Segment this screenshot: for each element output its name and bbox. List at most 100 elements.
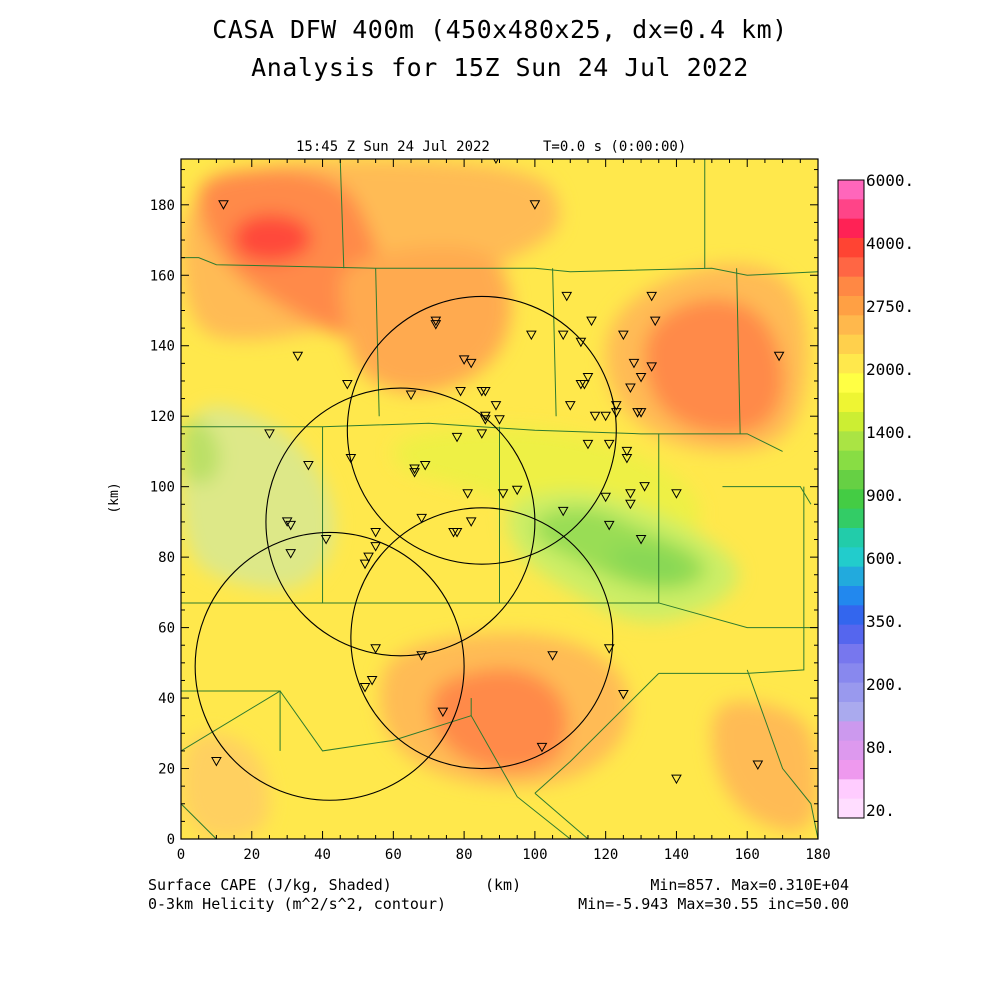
colorbar-label-10: 20. <box>866 801 895 820</box>
county-boundary-11 <box>722 486 812 505</box>
colorbar-swatch-28 <box>838 721 864 742</box>
colorbar-label-4: 1400. <box>866 423 914 442</box>
helicity-contour-3 <box>194 531 465 801</box>
station-marker-41 <box>646 291 658 302</box>
county-boundary-0 <box>181 257 818 276</box>
x-tick-label-7: 140 <box>664 847 689 863</box>
station-marker-55 <box>497 489 509 499</box>
colorbar-swatch-8 <box>838 334 864 355</box>
axes-layer: 0 20 40 60 80 100 120 140 160 180 0 20 40 60 80 100 120 1… <box>150 159 831 863</box>
x-tick-label-1: 20 <box>243 847 260 863</box>
station-marker-30 <box>625 383 636 394</box>
cape-region-11 <box>608 545 688 583</box>
colorbar-swatch-5 <box>838 276 864 297</box>
station-marker-61 <box>621 453 633 464</box>
helicity-contour-0 <box>346 295 617 565</box>
station-marker-0 <box>218 200 229 210</box>
station-marker-9 <box>465 358 477 369</box>
colorbar-swatch-9 <box>838 354 864 374</box>
colorbar-swatch-15 <box>838 470 864 490</box>
colorbar-swatch-4 <box>838 257 864 278</box>
station-marker-20 <box>561 291 573 302</box>
colorbar-swatch-32 <box>838 798 864 819</box>
cape-region-8 <box>181 419 220 484</box>
colorbar-swatch-25 <box>838 663 864 684</box>
colorbar-swatch-12 <box>838 412 864 432</box>
station-marker-40 <box>649 316 661 327</box>
cape-region-2 <box>233 214 312 263</box>
county-boundary-3 <box>552 268 557 417</box>
colorbar-swatch-21 <box>838 586 864 606</box>
colorbar-frame <box>837 179 865 819</box>
station-marker-59 <box>603 520 615 531</box>
station-marker-27 <box>618 330 629 341</box>
colorbar-swatch-23 <box>838 624 864 645</box>
station-marker-33 <box>610 401 622 411</box>
station-marker-80 <box>536 742 548 753</box>
station-marker-26 <box>586 316 597 327</box>
colorbar-swatch-14 <box>838 450 864 471</box>
x-tick-label-5: 100 <box>522 847 547 863</box>
station-marker-48 <box>409 468 420 478</box>
station-marker-85 <box>752 760 764 771</box>
figure-title: CASA DFW 400m (450x480x25, dx=0.4 km) <box>212 15 788 44</box>
colorbar-swatch-6 <box>838 296 864 316</box>
station-marker-44 <box>264 429 275 439</box>
station-marker-4 <box>341 379 353 390</box>
colorbar-swatch-26 <box>838 682 864 703</box>
station-marker-78 <box>359 682 371 693</box>
station-marker-28 <box>628 358 640 369</box>
county-boundary-6 <box>181 422 783 452</box>
station-marker-70 <box>320 535 332 545</box>
colorbar-swatch-20 <box>838 566 864 587</box>
station-marker-19 <box>525 330 537 341</box>
county-boundary-17 <box>534 673 660 794</box>
colorbar-swatch-19 <box>838 547 864 568</box>
station-marker-46 <box>345 453 357 464</box>
station-marker-14 <box>479 415 491 425</box>
colorbar-label-1: 4000. <box>866 234 914 253</box>
y-axis-label: (km) <box>107 482 122 513</box>
helicity-contour-1 <box>265 387 536 657</box>
y-tick-label-2: 40 <box>158 691 175 707</box>
station-marker-8 <box>458 355 470 365</box>
figure-subtitle: Analysis for 15Z Sun 24 Jul 2022 <box>251 53 749 82</box>
x-tick-label-4: 80 <box>456 847 473 863</box>
colorbar-label-9: 80. <box>866 738 895 757</box>
station-marker-75 <box>370 644 381 654</box>
y-tick-label-5: 100 <box>150 480 175 496</box>
station-marker-36 <box>582 439 594 450</box>
station-marker-35 <box>589 411 601 422</box>
station-marker-42 <box>773 351 785 362</box>
colorbar-swatch-22 <box>838 605 864 626</box>
y-tick-label-0: 0 <box>167 832 175 848</box>
y-tick-label-7: 140 <box>150 339 175 355</box>
helicity-contour-2 <box>350 507 614 770</box>
colorbar-label-7: 350. <box>866 612 905 631</box>
station-marker-62 <box>625 489 636 499</box>
county-boundary-19 <box>181 803 217 839</box>
station-marker-6 <box>430 320 442 330</box>
colorbar-swatch-17 <box>838 508 864 529</box>
colorbar-label-2: 2750. <box>866 297 914 316</box>
legend-field-shaded: Surface CAPE (J/kg, Shaded) <box>148 876 392 894</box>
county-boundary-10 <box>181 602 818 629</box>
y-tick-label-8: 160 <box>150 268 175 284</box>
station-marker-83 <box>618 690 629 700</box>
station-marker-82 <box>603 644 615 654</box>
colorbar-swatch-18 <box>838 528 864 548</box>
county-boundary-14 <box>181 690 571 839</box>
station-marker-69 <box>285 549 297 559</box>
station-marker-45 <box>303 461 314 471</box>
colorbar-label-6: 600. <box>866 549 905 568</box>
county-boundary-12 <box>658 486 805 674</box>
station-marker-5 <box>405 390 417 401</box>
station-marker-66 <box>671 489 682 499</box>
station-marker-53 <box>465 517 477 527</box>
colorbar-label-3: 2000. <box>866 360 914 379</box>
county-boundary-16 <box>534 792 589 839</box>
colorbar-swatch-31 <box>838 779 864 800</box>
station-marker-3 <box>292 351 304 362</box>
station-marker-39 <box>646 362 658 372</box>
